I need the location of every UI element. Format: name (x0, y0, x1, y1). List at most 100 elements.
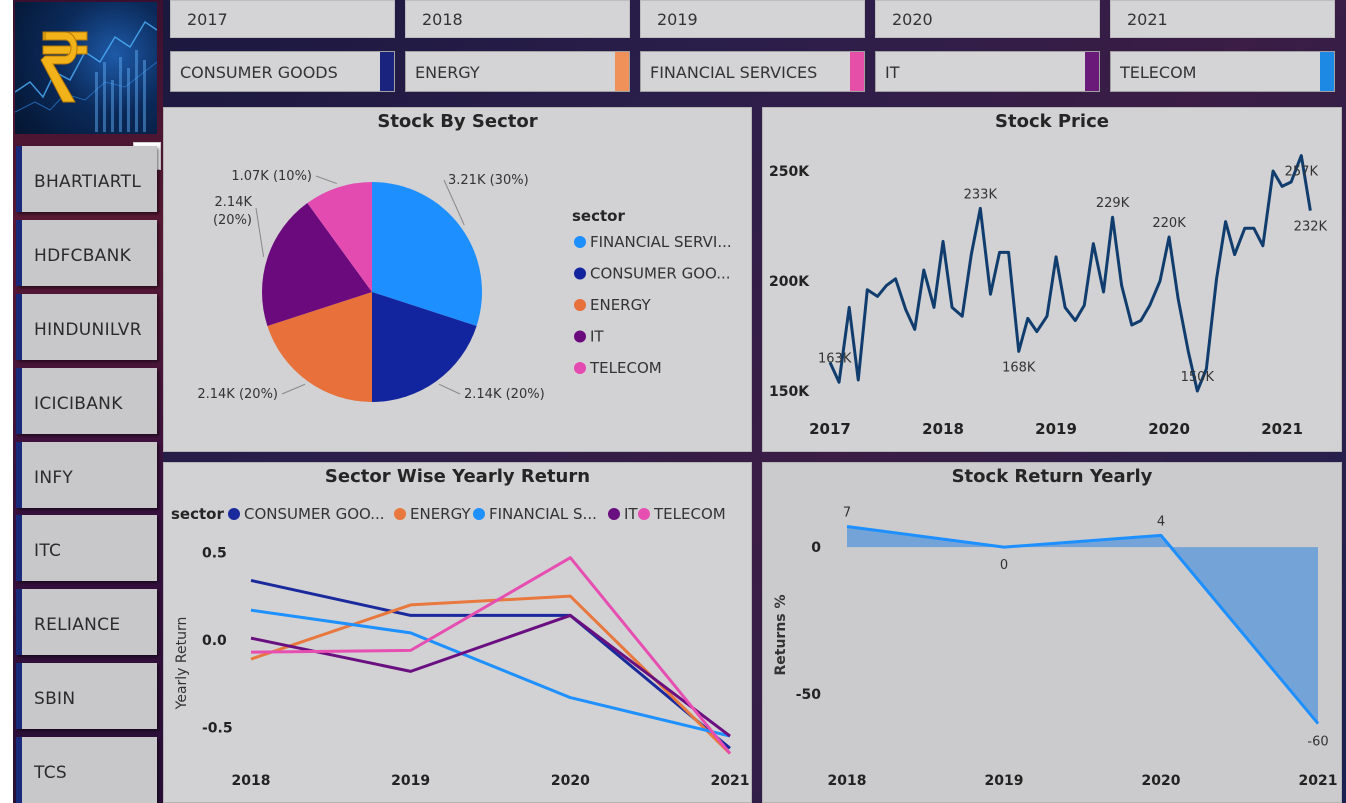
stock-button-sbin[interactable]: SBIN (16, 663, 157, 729)
y-tick-label: 0 (811, 540, 821, 556)
stock-return-yearly-panel: Stock Return Yearly 0 -50 Returns % 2018 201… (762, 462, 1342, 803)
pie-data-label: 2.14K (215, 195, 253, 210)
sector-color-swatch (380, 52, 394, 91)
sector-filter-financial-services[interactable]: FINANCIAL SERVICES (640, 51, 865, 92)
sector-series-line (250, 556, 732, 755)
legend-title: sector (171, 505, 224, 523)
year-filter-2021[interactable]: 2021 (1110, 0, 1335, 38)
return-data-label: 0 (1000, 558, 1008, 573)
stock-button-icicibank[interactable]: ICICIBANK (16, 368, 157, 434)
y-tick-label: 0.5 (202, 545, 227, 561)
sector-filter-label: TELECOM (1120, 63, 1197, 82)
sector-filter-consumer-goods[interactable]: CONSUMER GOODS (170, 51, 395, 92)
sector-series-line (250, 613, 731, 738)
y-axis-title: Returns % (773, 594, 789, 675)
legend-title: sector (572, 207, 625, 225)
price-data-label: 168K (1002, 360, 1036, 375)
rupee-logo (15, 2, 157, 134)
panel-title: Stock Price (995, 111, 1109, 132)
legend-marker (228, 508, 240, 520)
sector-filter-energy[interactable]: ENERGY (405, 51, 630, 92)
y-tick-label: 250K (769, 164, 810, 180)
legend-marker (608, 508, 620, 520)
stock-button-hindunilvr[interactable]: HINDUNILVR (16, 294, 157, 360)
y-tick-label: 0.0 (202, 633, 227, 649)
price-data-label: 150K (1181, 370, 1215, 385)
y-axis-title: Yearly Return (174, 617, 190, 711)
pie-data-label: 2.14K (20%) (197, 387, 278, 402)
legend-marker (638, 508, 650, 520)
pie-data-label: 3.21K (30%) (448, 173, 529, 188)
legend-label: CONSUMER GOO... (590, 265, 731, 283)
x-tick-label: 2020 (551, 773, 590, 789)
x-tick-label: 2021 (711, 773, 750, 789)
sector-return-line-chart: sector CONSUMER GOO... ENERGY FINANCIAL S..… (171, 505, 750, 789)
pie-chart: 3.21K (30%) 2.14K (20%) 2.14K (20%) 2.14K (2… (197, 169, 732, 402)
x-tick-label: 2019 (1035, 420, 1077, 438)
price-data-label: 229K (1096, 196, 1130, 211)
pie-leader-line (438, 383, 461, 395)
y-tick-label: -50 (796, 687, 822, 703)
legend-label: ENERGY (410, 505, 471, 523)
stock-button-infy[interactable]: INFY (16, 442, 157, 508)
pie-leader-line (443, 179, 465, 226)
legend-label: FINANCIAL S... (489, 505, 597, 523)
x-tick-label: 2017 (809, 420, 851, 438)
pie-data-label: 1.07K (10%) (231, 169, 312, 184)
legend-marker (574, 299, 586, 311)
sector-series-line (250, 578, 731, 750)
pie-leader-line (315, 175, 337, 185)
stock-button-hdfcbank[interactable]: HDFCBANK (16, 220, 157, 286)
pie-data-label: (20%) (213, 213, 252, 228)
y-tick-label: 200K (769, 274, 810, 290)
stock-by-sector-panel: Stock By Sector 3.21K (30%) 2.14K (20%) 2.… (163, 107, 752, 452)
legend-label: FINANCIAL SERVI... (590, 233, 732, 251)
year-filter-2019[interactable]: 2019 (640, 0, 865, 38)
sector-filter-label: FINANCIAL SERVICES (650, 63, 818, 82)
x-tick-label: 2018 (828, 773, 867, 789)
y-tick-label: -0.5 (202, 720, 233, 736)
pie-leader-line (281, 383, 306, 395)
return-data-label: 4 (1157, 514, 1165, 529)
sector-filter-label: ENERGY (415, 63, 480, 82)
return-data-label: -60 (1307, 735, 1328, 750)
price-data-label: 220K (1152, 216, 1186, 231)
sector-filter-label: IT (885, 63, 900, 82)
sector-filter-telecom[interactable]: TELECOM (1110, 51, 1335, 92)
pie-slice (372, 292, 477, 402)
left-white-strip (0, 0, 13, 803)
price-data-label: 257K (1285, 165, 1319, 180)
return-area-fill (847, 526, 1318, 724)
x-tick-label: 2020 (1142, 773, 1181, 789)
stock-button-reliance[interactable]: RELIANCE (16, 589, 157, 655)
price-series-line (828, 154, 1312, 393)
x-tick-label: 2021 (1261, 420, 1303, 438)
year-filter-2018[interactable]: 2018 (405, 0, 630, 38)
stock-button-tcs[interactable]: TCS (16, 737, 157, 803)
sector-color-swatch (615, 52, 629, 91)
sector-color-swatch (1085, 52, 1099, 91)
y-tick-label: 150K (769, 384, 810, 400)
stock-button-bhartiartl[interactable]: BHARTIARTL (16, 146, 157, 212)
legend-label: ENERGY (590, 296, 651, 314)
year-filter-2017[interactable]: 2017 (170, 0, 395, 38)
return-series-line (846, 525, 1320, 725)
legend-marker (394, 508, 406, 520)
stock-button-itc[interactable]: ITC (16, 515, 157, 581)
stock-return-area-chart: 0 -50 Returns % 2018 2019 2020 2021 7 0 4 -60 (773, 506, 1337, 789)
legend-label: IT (624, 505, 638, 523)
pie-data-label: 2.14K (20%) (464, 387, 545, 402)
sector-series-line (250, 608, 731, 738)
sector-color-swatch (1320, 52, 1334, 91)
sector-filter-it[interactable]: IT (875, 51, 1100, 92)
legend-label: TELECOM (589, 359, 662, 377)
legend-label: TELECOM (653, 505, 726, 523)
year-filter-2020[interactable]: 2020 (875, 0, 1100, 38)
return-data-label: 7 (843, 506, 851, 521)
legend-marker (574, 330, 586, 343)
panel-title: Stock By Sector (377, 111, 538, 132)
legend-marker (574, 362, 586, 374)
x-tick-label: 2019 (391, 773, 430, 789)
legend-marker (473, 508, 485, 520)
stock-price-panel: Stock Price 150K 200K 250K 2017 2018 2019 2020… (762, 107, 1342, 452)
